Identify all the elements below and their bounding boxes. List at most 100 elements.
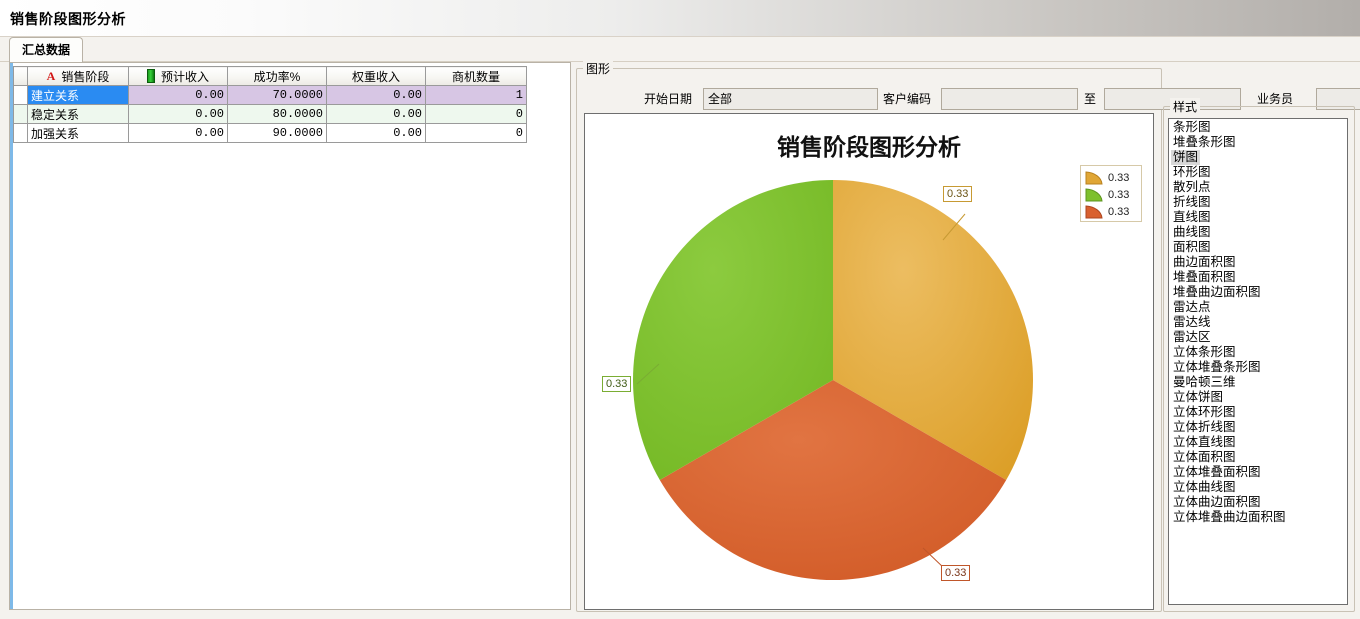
style-option-label[interactable]: 堆叠条形图 bbox=[1173, 135, 1236, 149]
cell-opportunity-count[interactable]: 0 bbox=[425, 104, 527, 124]
style-option-label[interactable]: 立体面积图 bbox=[1173, 450, 1236, 464]
legend-item[interactable]: 0.33 bbox=[1085, 169, 1137, 186]
list-item[interactable]: 雷达线 bbox=[1171, 315, 1347, 330]
list-item[interactable]: 环形图 bbox=[1171, 165, 1347, 180]
list-item[interactable]: 直线图 bbox=[1171, 210, 1347, 225]
cell-weighted-income[interactable]: 0.00 bbox=[326, 104, 426, 124]
list-item[interactable]: 堆叠面积图 bbox=[1171, 270, 1347, 285]
chart-legend[interactable]: 0.33 0.33 0.33 bbox=[1080, 165, 1142, 222]
style-option-label[interactable]: 条形图 bbox=[1173, 120, 1211, 134]
style-option-label[interactable]: 曼哈顿三维 bbox=[1173, 375, 1236, 389]
legend-item[interactable]: 0.33 bbox=[1085, 203, 1137, 220]
style-option-label[interactable]: 散列点 bbox=[1173, 180, 1211, 194]
style-option-label[interactable]: 立体曲线图 bbox=[1173, 480, 1236, 494]
pie-slice-3[interactable] bbox=[659, 380, 1007, 580]
list-item[interactable]: 立体面积图 bbox=[1171, 450, 1347, 465]
style-option-label[interactable]: 立体堆叠面积图 bbox=[1173, 465, 1261, 479]
list-item[interactable]: 曲线图 bbox=[1171, 225, 1347, 240]
cell-stage[interactable]: 建立关系 bbox=[27, 85, 129, 105]
pie-slice-1[interactable] bbox=[833, 180, 1033, 480]
column-header-stage[interactable]: A 销售阶段 bbox=[27, 66, 129, 86]
list-item[interactable]: 面积图 bbox=[1171, 240, 1347, 255]
column-header-expected-income-label: 预计收入 bbox=[160, 69, 209, 84]
style-option-label[interactable]: 曲线图 bbox=[1173, 225, 1211, 239]
list-item[interactable]: 立体环形图 bbox=[1171, 405, 1347, 420]
list-item[interactable]: 曲边面积图 bbox=[1171, 255, 1347, 270]
list-item[interactable]: 立体直线图 bbox=[1171, 435, 1347, 450]
style-option-label[interactable]: 雷达点 bbox=[1173, 300, 1211, 314]
list-item[interactable]: 立体堆叠曲边面积图 bbox=[1171, 510, 1347, 525]
column-header-opportunity-count[interactable]: 商机数量 bbox=[425, 66, 527, 86]
grid-corner-header[interactable] bbox=[13, 66, 28, 86]
list-item[interactable]: 曼哈顿三维 bbox=[1171, 375, 1347, 390]
list-item[interactable]: 立体曲线图 bbox=[1171, 480, 1347, 495]
style-option-label[interactable]: 立体条形图 bbox=[1173, 345, 1236, 359]
style-option-label[interactable]: 雷达线 bbox=[1173, 315, 1211, 329]
style-option-label[interactable]: 面积图 bbox=[1173, 240, 1211, 254]
list-item[interactable]: 折线图 bbox=[1171, 195, 1347, 210]
style-option-label[interactable]: 立体折线图 bbox=[1173, 420, 1236, 434]
tab-summary-data[interactable]: 汇总数据 bbox=[9, 37, 84, 62]
list-item[interactable]: 雷达点 bbox=[1171, 300, 1347, 315]
style-option-label[interactable]: 饼图 bbox=[1171, 150, 1201, 165]
list-item[interactable]: 堆叠条形图 bbox=[1171, 135, 1347, 150]
list-item[interactable]: 堆叠曲边面积图 bbox=[1171, 285, 1347, 300]
table-row[interactable]: 加强关系 0.00 90.0000 0.00 0 bbox=[13, 123, 527, 143]
pie-slice-2[interactable] bbox=[633, 180, 833, 480]
cell-expected-income[interactable]: 0.00 bbox=[128, 123, 228, 143]
column-header-weighted-income[interactable]: 权重收入 bbox=[326, 66, 426, 86]
cell-expected-income[interactable]: 0.00 bbox=[128, 85, 228, 105]
column-header-success-rate[interactable]: 成功率% bbox=[227, 66, 327, 86]
legend-item[interactable]: 0.33 bbox=[1085, 186, 1137, 203]
cell-weighted-income[interactable]: 0.00 bbox=[326, 123, 426, 143]
chart-canvas[interactable]: 销售阶段图形分析 0.33 0.33 0.33 bbox=[584, 113, 1154, 610]
row-selector[interactable] bbox=[13, 123, 28, 143]
list-item[interactable]: 散列点 bbox=[1171, 180, 1347, 195]
list-item[interactable]: 条形图 bbox=[1171, 120, 1347, 135]
salesperson-input[interactable] bbox=[1316, 88, 1360, 110]
row-selector[interactable] bbox=[13, 104, 28, 124]
start-date-input[interactable]: 全部 bbox=[703, 88, 878, 110]
customer-code-input[interactable] bbox=[941, 88, 1078, 110]
style-option-label[interactable]: 直线图 bbox=[1173, 210, 1211, 224]
style-option-label[interactable]: 折线图 bbox=[1173, 195, 1211, 209]
cell-success-rate[interactable]: 70.0000 bbox=[227, 85, 327, 105]
style-option-label[interactable]: 立体饼图 bbox=[1173, 390, 1224, 404]
list-item[interactable]: 饼图 bbox=[1171, 150, 1347, 165]
row-selector[interactable] bbox=[13, 85, 28, 105]
list-item[interactable]: 立体折线图 bbox=[1171, 420, 1347, 435]
style-option-label[interactable]: 曲边面积图 bbox=[1173, 255, 1236, 269]
list-item[interactable]: 雷达区 bbox=[1171, 330, 1347, 345]
style-option-label[interactable]: 堆叠面积图 bbox=[1173, 270, 1236, 284]
table-row[interactable]: 建立关系 0.00 70.0000 0.00 1 bbox=[13, 85, 527, 105]
style-option-label[interactable]: 环形图 bbox=[1173, 165, 1211, 179]
cell-stage[interactable]: 加强关系 bbox=[27, 123, 129, 143]
list-item[interactable]: 立体堆叠条形图 bbox=[1171, 360, 1347, 375]
pie-chart[interactable] bbox=[629, 176, 1037, 584]
list-item[interactable]: 立体堆叠面积图 bbox=[1171, 465, 1347, 480]
legend-value: 0.33 bbox=[1108, 188, 1130, 201]
list-item[interactable]: 立体饼图 bbox=[1171, 390, 1347, 405]
cell-expected-income[interactable]: 0.00 bbox=[128, 104, 228, 124]
style-option-label[interactable]: 立体堆叠曲边面积图 bbox=[1173, 510, 1286, 524]
table-row[interactable]: 稳定关系 0.00 80.0000 0.00 0 bbox=[13, 104, 527, 124]
summary-grid[interactable]: A 销售阶段 预计收入 成功率% 权重收入 商机数量 建立关系 bbox=[13, 66, 527, 143]
cell-opportunity-count[interactable]: 1 bbox=[425, 85, 527, 105]
grid-left-accent-bar bbox=[10, 63, 13, 609]
list-item[interactable]: 立体条形图 bbox=[1171, 345, 1347, 360]
column-header-expected-income[interactable]: 预计收入 bbox=[128, 66, 228, 86]
style-option-label[interactable]: 雷达区 bbox=[1173, 330, 1211, 344]
style-option-label[interactable]: 立体环形图 bbox=[1173, 405, 1236, 419]
list-item[interactable]: 立体曲边面积图 bbox=[1171, 495, 1347, 510]
style-option-label[interactable]: 立体曲边面积图 bbox=[1173, 495, 1261, 509]
style-option-label[interactable]: 立体直线图 bbox=[1173, 435, 1236, 449]
cell-success-rate[interactable]: 90.0000 bbox=[227, 123, 327, 143]
cell-stage[interactable]: 稳定关系 bbox=[27, 104, 129, 124]
style-option-label[interactable]: 立体堆叠条形图 bbox=[1173, 360, 1261, 374]
pie-label-2: 0.33 bbox=[602, 376, 632, 392]
chart-style-list[interactable]: 条形图 堆叠条形图 饼图 环形图 散列点 折线图 直线图 曲线图 面积图 曲边面积图 堆叠面积图 堆叠… bbox=[1168, 118, 1348, 605]
cell-success-rate[interactable]: 80.0000 bbox=[227, 104, 327, 124]
cell-weighted-income[interactable]: 0.00 bbox=[326, 85, 426, 105]
cell-opportunity-count[interactable]: 0 bbox=[425, 123, 527, 143]
style-option-label[interactable]: 堆叠曲边面积图 bbox=[1173, 285, 1261, 299]
